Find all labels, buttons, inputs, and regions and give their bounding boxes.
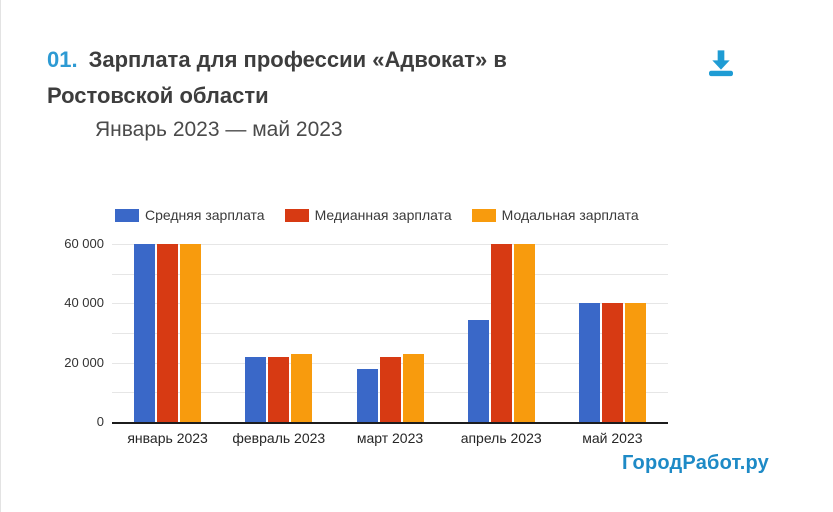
bar-2-series-1 (379, 356, 401, 422)
bar-1-series-2 (291, 353, 313, 422)
bar-4-series-2 (624, 303, 646, 422)
bar-3-series-1 (490, 244, 512, 422)
y-axis-tick-40000: 40 000 (64, 295, 104, 311)
bar-4-series-0 (578, 303, 600, 422)
bar-0-series-0 (134, 244, 156, 422)
gridline-60000 (112, 244, 668, 245)
page-subtitle: Январь 2023 — май 2023 (95, 118, 343, 141)
y-axis-tick-0: 0 (96, 414, 104, 429)
bar-0-series-2 (180, 244, 202, 422)
bar-chart: Средняя зарплата Медианная зарплата Модаль… (64, 207, 668, 446)
bar-4-series-1 (601, 303, 623, 422)
bar-1-series-0 (245, 356, 267, 422)
x-axis-label-2: март 2023 (356, 430, 424, 446)
legend-swatch-0 (115, 208, 139, 222)
gridline-30000 (112, 333, 668, 334)
page-title-block: 01. Зарплата для профессии «Адвокат» в Ро… (47, 42, 637, 145)
legend-item-2: Модальная зарплата (471, 207, 639, 223)
legend-item-1: Медианная зарплата (284, 207, 452, 223)
brand-logo: ГородРабот.ру (622, 452, 769, 474)
bar-3-series-0 (467, 319, 489, 422)
download-icon (709, 50, 733, 77)
bar-0-series-1 (157, 244, 179, 422)
legend-label-0: Средняя зарплата (145, 207, 265, 223)
card-right-divider (0, 0, 1, 512)
x-axis-label-3: апрель 2023 (460, 430, 542, 446)
download-button[interactable] (705, 47, 737, 79)
legend-swatch-1 (284, 208, 309, 222)
legend-label-1: Медианная зарплата (314, 207, 452, 223)
bar-2-series-2 (402, 353, 424, 422)
page-title: Зарплата для профессии «Адвокат» в Росто… (47, 47, 507, 108)
chart-legend: Средняя зарплата Медианная зарплата Модаль… (115, 207, 668, 223)
x-axis-label-0: январь 2023 (127, 430, 208, 446)
gridline-40000 (112, 303, 668, 305)
bar-3-series-2 (513, 244, 535, 422)
x-axis-label-4: май 2023 (582, 430, 643, 446)
y-axis-tick-60000: 60 000 (64, 236, 104, 251)
title-index: 01. (47, 47, 78, 72)
gridline-50000 (112, 273, 668, 275)
y-axis-tick-20000: 20 000 (64, 354, 104, 370)
chart-plot-area: 0 20 000 40 000 60 000 январь 2023 февраль 20… (64, 237, 668, 446)
bar-1-series-1 (268, 356, 290, 422)
bar-2-series-0 (356, 368, 378, 422)
legend-swatch-2 (471, 208, 496, 222)
legend-label-2: Модальная зарплата (501, 207, 639, 223)
legend-item-0: Средняя зарплата (115, 207, 265, 223)
x-axis-label-1: февраль 2023 (232, 430, 326, 446)
